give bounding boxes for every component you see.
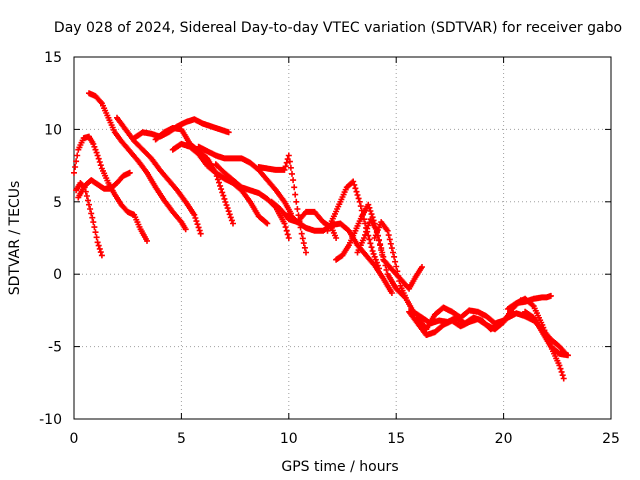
series-track-16 [354, 216, 425, 292]
series-track-11 [255, 152, 309, 256]
chart-title: Day 028 of 2024, Sidereal Day-to-day VTE… [54, 20, 622, 36]
series-track-14 [324, 178, 382, 272]
series-track-19 [414, 304, 516, 333]
y-tick-label-2: 0 [53, 267, 62, 283]
point-markers-12 [285, 210, 395, 296]
y-tick-label-3: 5 [53, 195, 62, 211]
series-track-22 [522, 308, 571, 359]
x-tick-label-4: 20 [495, 431, 513, 447]
plot-frame [73, 56, 612, 420]
point-markers-0 [71, 133, 150, 244]
point-markers-15 [354, 216, 425, 292]
y-tick-label-4: 10 [44, 122, 62, 138]
x-tick-label-5: 25 [602, 431, 620, 447]
point-markers-20 [513, 292, 554, 307]
series-track-21 [513, 292, 554, 307]
series-track-3 [75, 169, 133, 201]
series-track-9 [195, 143, 294, 217]
y-tick-label-0: -10 [39, 412, 62, 428]
point-markers-13 [324, 178, 382, 272]
y-axis-label: SDTVAR / TECUs [7, 181, 23, 296]
axis-ticks: 0 5 10 15 20 25 -10 -5 0 5 10 15 [39, 50, 620, 447]
point-markers-18 [414, 304, 516, 333]
point-markers-4 [114, 114, 204, 237]
series-track-5 [114, 114, 204, 237]
point-markers-10 [255, 152, 309, 256]
x-axis-label: GPS time / hours [281, 459, 398, 475]
series-track-13 [285, 210, 395, 296]
x-tick-label-1: 5 [177, 431, 186, 447]
data-points [71, 90, 571, 382]
point-markers-3 [86, 90, 189, 233]
y-tick-label-5: 15 [44, 50, 62, 66]
x-tick-label-2: 10 [280, 431, 298, 447]
point-markers-2 [75, 169, 133, 201]
x-tick-label-3: 15 [387, 431, 405, 447]
x-tick-label-0: 0 [70, 431, 79, 447]
point-markers-21 [522, 308, 571, 359]
series-track-4 [86, 90, 189, 233]
point-markers-8 [195, 143, 294, 217]
series-track-1 [71, 133, 150, 244]
y-tick-label-1: -5 [48, 340, 62, 356]
